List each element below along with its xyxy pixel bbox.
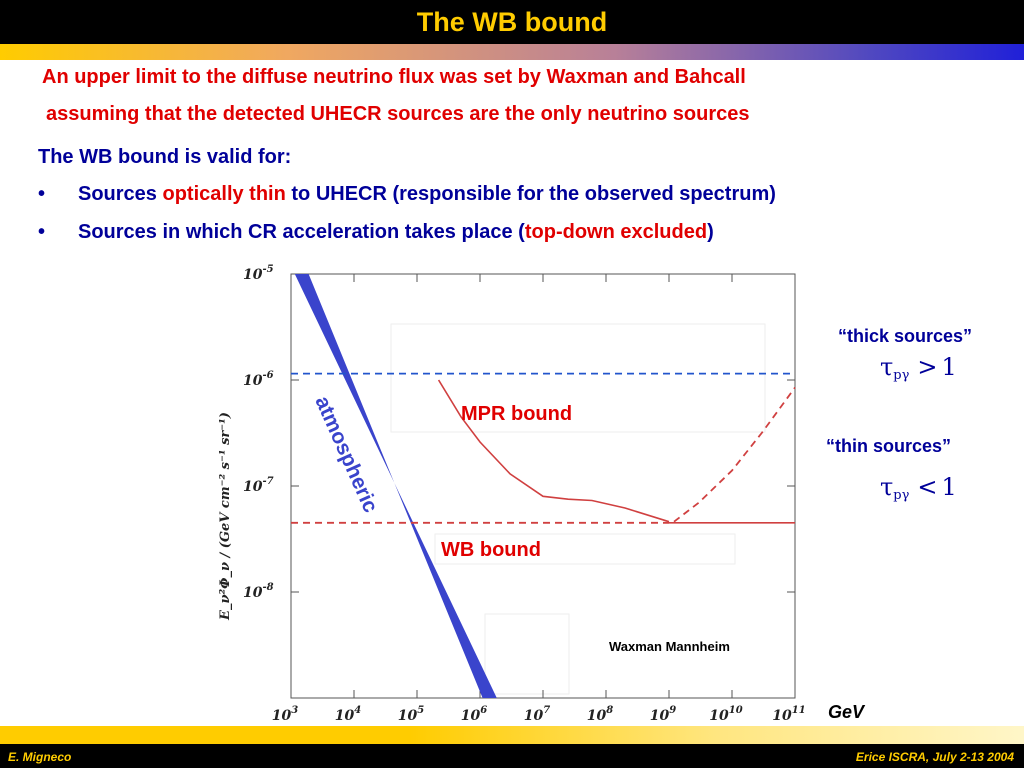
less-than-symbol: <	[917, 473, 938, 501]
source-label: Waxman Mannheim	[609, 639, 730, 654]
y-tick-labels: 10-5 10-6 10-7 10-8	[243, 264, 274, 601]
x-tick-label: 109	[650, 705, 676, 724]
x-tick-label: 106	[461, 705, 487, 724]
x-tick-label: 108	[587, 705, 613, 724]
bullet-dot-1: •	[38, 183, 46, 205]
mpr-bound-label: MPR bound	[461, 403, 572, 425]
thin-sources-label: “thin sources”	[826, 436, 952, 456]
footer-event: Erice ISCRA, July 2-13 2004	[855, 750, 1014, 764]
wb-bound-label: WB bound	[441, 539, 541, 561]
greater-than-symbol: >	[917, 353, 938, 381]
y-tick-label: 10-7	[243, 476, 274, 495]
bullet-1-highlight: optically thin	[162, 183, 286, 205]
valid-for-heading: The WB bound is valid for:	[38, 146, 292, 168]
bullet-2-text-post: )	[707, 221, 714, 243]
bullet-1-text-pre: Sources	[78, 183, 163, 205]
tau-subscript: pγ	[893, 368, 910, 383]
white-box-lower	[484, 613, 570, 695]
tau-thin-relation: τpγ <1	[880, 473, 957, 503]
bullet-2-text-pre: Sources in which CR acceleration takes p…	[78, 221, 525, 243]
x-tick-label: 104	[335, 705, 361, 724]
tau-symbol: τ	[880, 473, 894, 501]
header-gradient-bar	[0, 44, 1024, 60]
tau-subscript: pγ	[893, 488, 910, 503]
intro-line-2: assuming that the detected UHECR sources…	[46, 103, 750, 125]
threshold-value: 1	[941, 353, 957, 381]
slide-title: The WB bound	[416, 7, 608, 37]
footer-author: E. Migneco	[8, 750, 72, 764]
bullet-1-text-post: to UHECR (responsible for the observed s…	[285, 183, 776, 205]
x-tick-label: 1010	[709, 705, 742, 724]
bullet-2: Sources in which CR acceleration takes p…	[78, 221, 714, 244]
tau-symbol: τ	[880, 353, 894, 381]
x-tick-label: 1011	[772, 705, 805, 724]
series-mpr-dashed	[673, 386, 796, 523]
white-box-label	[434, 533, 736, 565]
bullet-2-highlight: top-down excluded	[524, 221, 708, 243]
y-tick-label: 10-6	[243, 370, 274, 389]
atmospheric-band	[294, 274, 497, 698]
footer-bar	[0, 744, 1024, 768]
title-bar	[0, 0, 1024, 44]
threshold-value: 1	[941, 473, 957, 501]
x-tick-label: 105	[398, 705, 424, 724]
y-tick-label: 10-5	[243, 264, 274, 283]
series-mpr	[437, 379, 670, 523]
y-axis-label: E_ν²Φ_ν / (GeV cm⁻² s⁻¹ sr⁻¹)	[218, 412, 233, 621]
white-box-upper	[390, 323, 766, 433]
bullet-dot-2: •	[38, 221, 46, 243]
footer-gradient-bar	[0, 726, 1024, 744]
x-tick-labels: 103 104 105 106 107 108 109 1010 1011	[272, 705, 805, 724]
x-tick-label: 103	[272, 705, 298, 724]
thick-sources-label: “thick sources”	[838, 326, 973, 346]
neutrino-flux-chart: atmospheric MPR bound WB bound Waxman Ma…	[218, 264, 805, 724]
bullet-1: Sources optically thin to UHECR (respons…	[78, 183, 776, 206]
gev-unit-label: GeV	[828, 702, 865, 722]
series-group	[291, 372, 796, 524]
x-tick-label: 107	[524, 705, 550, 724]
y-tick-label: 10-8	[243, 582, 274, 601]
intro-line-1: An upper limit to the diffuse neutrino f…	[42, 66, 746, 88]
tau-thick-relation: τpγ >1	[880, 353, 957, 383]
